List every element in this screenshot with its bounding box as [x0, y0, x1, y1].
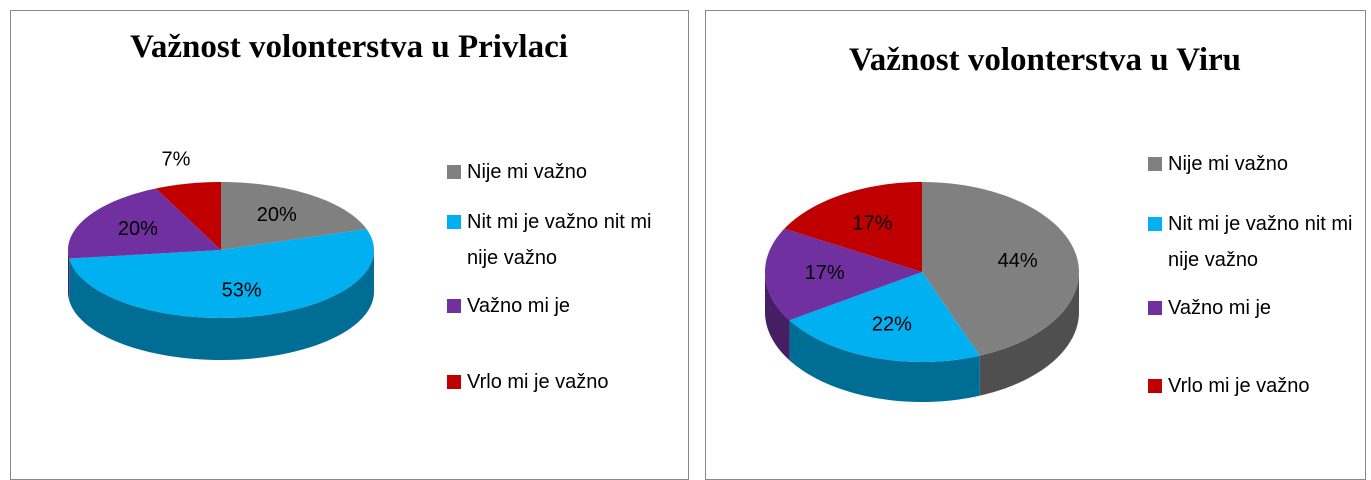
legend-swatch — [447, 215, 461, 229]
legend-entry: Vrlo mi je važno — [1148, 368, 1368, 404]
data-label: 53% — [222, 279, 262, 301]
pie — [765, 182, 1079, 402]
legend-label: Nije mi važno — [1168, 153, 1289, 175]
data-label: 7% — [161, 149, 190, 171]
pie-slice-side — [765, 272, 790, 361]
legend-label: Nit mi je važno nit mi nije važno — [467, 211, 652, 269]
legend-swatch — [447, 299, 461, 313]
data-label: 20% — [257, 204, 297, 226]
legend-entry: Nit mi je važno nit mi nije važno — [1148, 206, 1368, 278]
pie-slice — [155, 182, 221, 250]
pie-slice-side — [68, 250, 70, 301]
legend-label: Nije mi važno — [467, 161, 588, 183]
legend-label: Važno mi je — [467, 295, 571, 317]
legend-label: Vrlo mi je važno — [467, 371, 609, 393]
legend-label: Vrlo mi je važno — [1168, 375, 1310, 397]
legend-swatch — [1148, 301, 1162, 315]
pie-slice — [68, 188, 221, 259]
legend-entry: Nit mi je važno nit mi nije važno — [447, 204, 667, 276]
pie-slice-side — [69, 250, 374, 360]
legend-entry: Nije mi važno — [1148, 146, 1368, 182]
pie-slice — [221, 182, 367, 250]
data-label: 22% — [872, 313, 912, 335]
legend-label: Nit mi je važno nit mi nije važno — [1168, 213, 1353, 271]
legend-swatch — [1148, 379, 1162, 393]
legend-entry: Važno mi je — [447, 288, 667, 324]
legend-swatch — [1148, 157, 1162, 171]
data-label: 44% — [998, 250, 1038, 272]
pie-slice — [784, 182, 922, 272]
chart-title: Važnost volonterstva u Viru — [849, 42, 1241, 78]
legend-entry: Važno mi je — [1148, 290, 1368, 326]
pie — [68, 182, 374, 360]
legend-swatch — [447, 375, 461, 389]
pie-slice — [69, 228, 374, 318]
pie-slice — [789, 272, 980, 362]
pie-slice — [765, 228, 922, 321]
pie-slice — [922, 182, 1079, 356]
pie-slice-side — [789, 320, 980, 402]
legend-swatch — [1148, 217, 1162, 231]
data-label: 17% — [852, 212, 892, 234]
data-label: 17% — [805, 262, 845, 284]
legend-entry: Nije mi važno — [447, 154, 667, 190]
legend-entry: Vrlo mi je važno — [447, 364, 667, 400]
legend-label: Važno mi je — [1168, 297, 1272, 319]
chart-title: Važnost volonterstva u Privlaci — [130, 29, 568, 65]
data-label: 20% — [118, 218, 158, 240]
legend-swatch — [447, 165, 461, 179]
pie-slice-side — [979, 272, 1079, 396]
